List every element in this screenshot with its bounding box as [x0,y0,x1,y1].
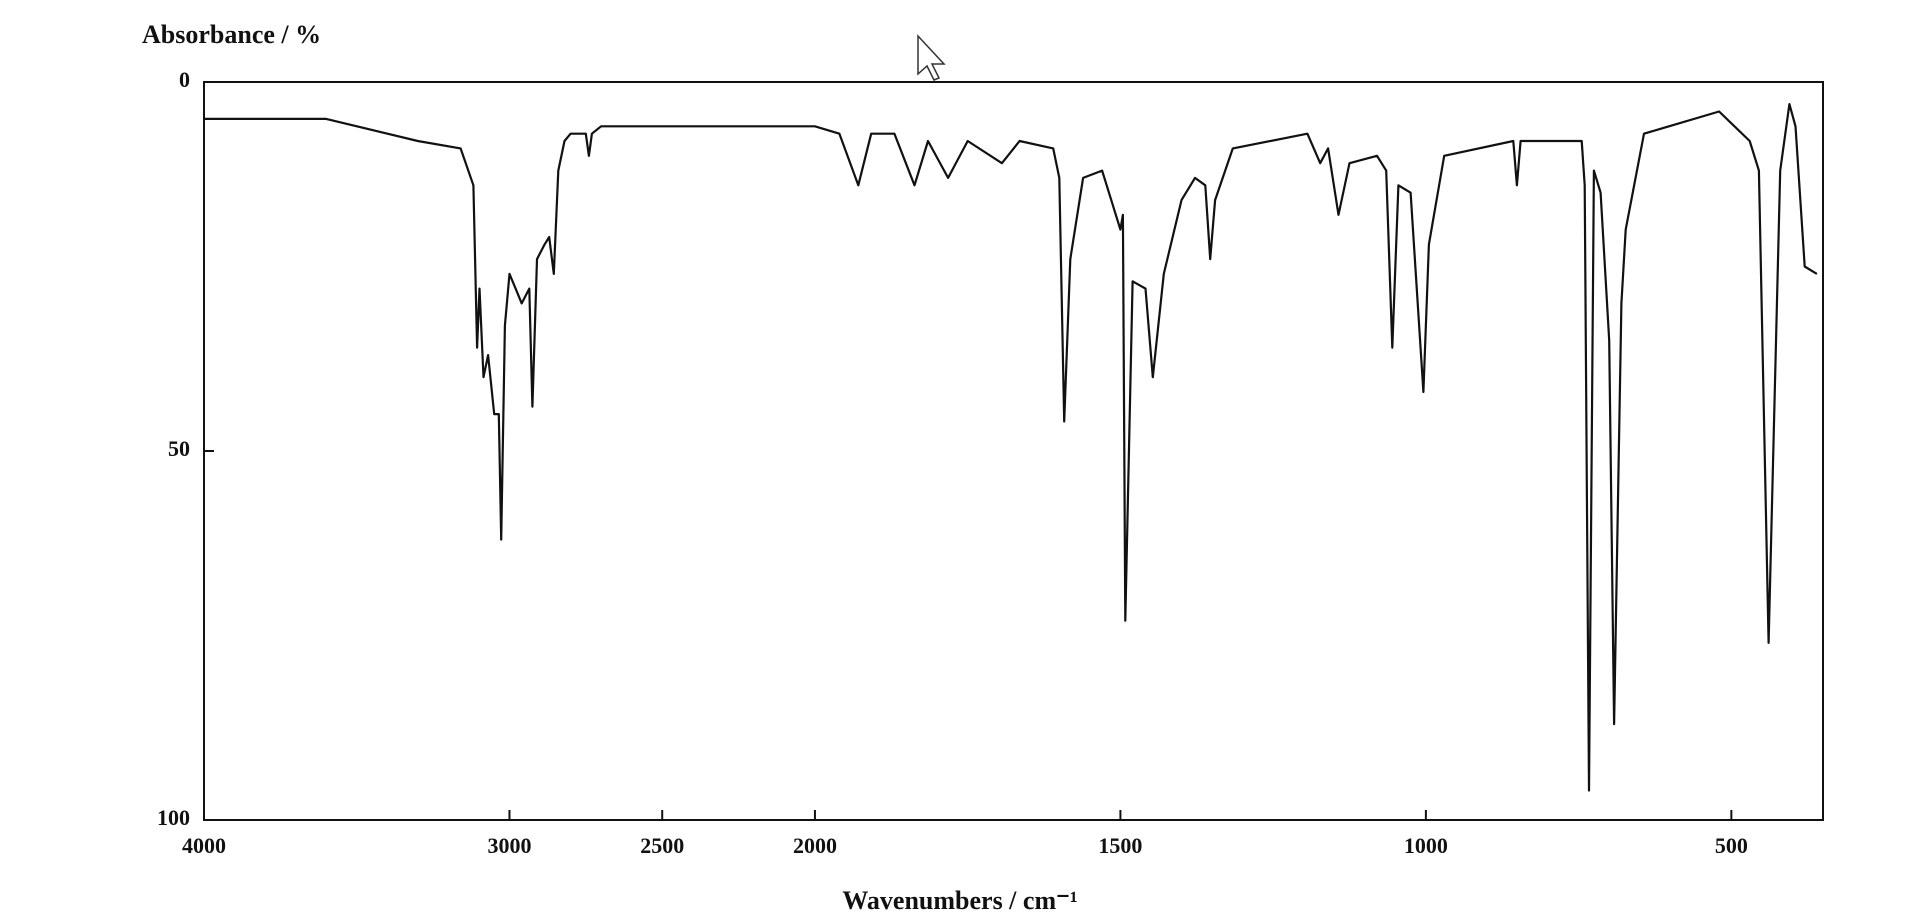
y-tick-label: 100 [157,805,190,830]
x-tick-label: 1500 [1098,833,1142,858]
x-tick-label: 1000 [1404,833,1448,858]
x-tick-label: 2000 [793,833,837,858]
y-axis-title: Absorbance / % [142,20,321,49]
x-tick-label: 3000 [487,833,531,858]
y-tick-label: 50 [168,436,190,461]
spectrum-line [204,103,1818,792]
x-tick-label: 2500 [640,833,684,858]
x-tick-label: 500 [1715,833,1748,858]
plot-frame [203,81,1824,821]
x-axis-title: Wavenumbers / cm⁻¹ [842,886,1077,915]
y-tick-label: 0 [179,67,190,92]
mouse-cursor [917,34,946,81]
x-tick-label: 4000 [182,833,226,858]
